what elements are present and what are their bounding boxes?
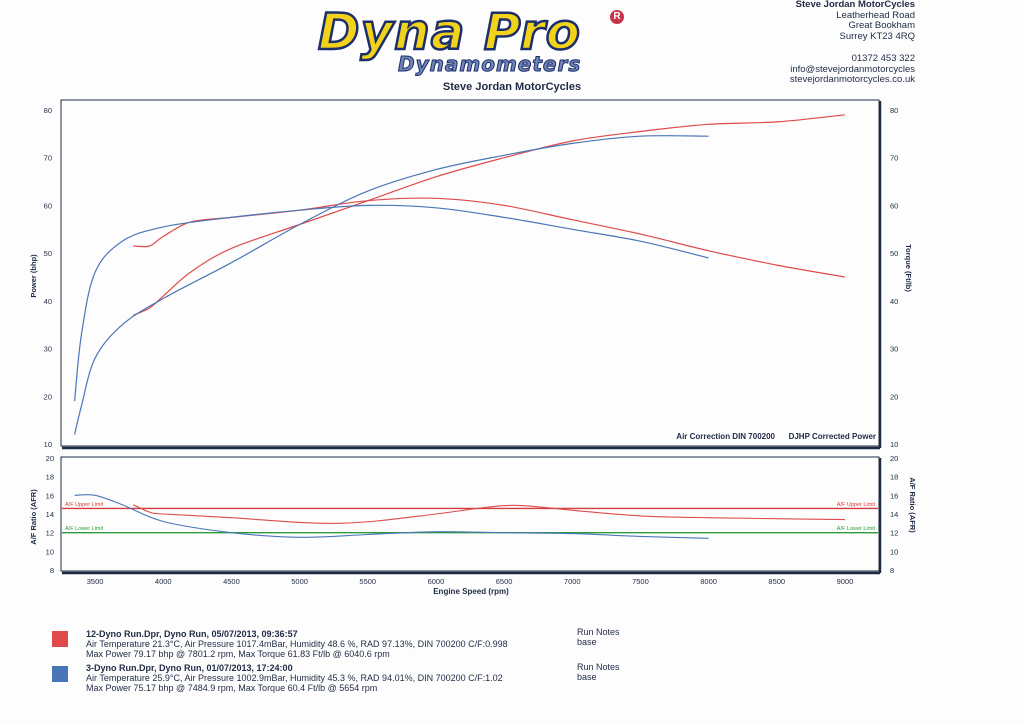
afr-right-y-tick-10: 10	[890, 547, 898, 556]
afr-right-y-tick-18: 18	[890, 473, 898, 482]
torque-y-tick-20: 20	[890, 392, 898, 401]
power-y-tick-80: 80	[44, 106, 52, 115]
page-subtitle: Steve Jordan MotorCycles	[442, 81, 582, 93]
afr-lower-limit-label-right: A/F Lower Limit	[837, 526, 876, 532]
afr-panel	[60, 456, 880, 572]
run2-notes: Run Notes base	[577, 662, 620, 682]
afr-right-y-tick-12: 12	[890, 529, 898, 538]
torque-y-tick-30: 30	[890, 345, 898, 354]
run1-notes-value: base	[577, 637, 597, 647]
torque-y-tick-40: 40	[890, 297, 898, 306]
afr-y-tick-12: 12	[46, 529, 54, 538]
afr-axis-label: A/F Ratio (AFR)	[29, 489, 38, 545]
run2-notes-value: base	[577, 672, 597, 682]
afr-right-y-tick-14: 14	[890, 510, 898, 519]
registered-mark-icon: R	[610, 10, 624, 24]
series-run3-afr-line	[74, 494, 709, 539]
afr-y-tick-14: 14	[46, 510, 54, 519]
series-run12-torque-line	[133, 197, 846, 278]
x-tick-4500: 4500	[223, 577, 240, 586]
x-tick-8500: 8500	[768, 577, 785, 586]
power-y-tick-70: 70	[44, 154, 52, 163]
run2-legend-swatch	[52, 666, 68, 682]
run2-max-values: Max Power 75.17 bhp @ 7484.9 rpm, Max To…	[86, 683, 378, 693]
series-run3-power-line	[74, 135, 709, 435]
afr-y-tick-8: 8	[50, 566, 54, 575]
power-y-ticks: 10 20 30 40 50 60 70 80	[44, 106, 52, 449]
series-run12-afr-line	[133, 504, 845, 524]
afr-y-tick-10: 10	[46, 547, 54, 556]
dynapro-logo: Dyna Pro R Dynamometers	[310, 3, 640, 84]
run1-legend-text: 12-Dyno Run.Dpr, Dyno Run, 05/07/2013, 0…	[86, 629, 508, 659]
x-tick-5000: 5000	[291, 577, 308, 586]
run1-max-values: Max Power 79.17 bhp @ 7801.2 rpm, Max To…	[86, 649, 390, 659]
power-y-tick-40: 40	[44, 297, 52, 306]
series-run3-torque-line	[74, 204, 709, 402]
engine-speed-x-ticks: 3500 4000 4500 5000 5500 6000 6500 7000 7500 8000…	[87, 577, 854, 586]
torque-y-tick-70: 70	[890, 154, 898, 163]
afr-y-tick-16: 16	[46, 491, 54, 500]
logo-main-text: Dyna Pro	[317, 3, 581, 62]
afr-right-y-tick-8: 8	[890, 566, 894, 575]
torque-y-ticks: 10 20 30 40 50 60 70 80	[890, 106, 898, 449]
afr-upper-limit-label-left: A/F Upper Limit	[65, 502, 104, 508]
address-line2: Great Bookham	[848, 20, 915, 31]
power-y-tick-30: 30	[44, 345, 52, 354]
power-y-tick-60: 60	[44, 201, 52, 210]
afr-lower-limit-label-left: A/F Lower Limit	[65, 526, 104, 532]
address-phone: 01372 453 322	[851, 53, 915, 64]
x-tick-8000: 8000	[700, 577, 717, 586]
x-tick-7500: 7500	[632, 577, 649, 586]
torque-axis-label: Torque (Ft/lb)	[904, 244, 913, 292]
run1-notes: Run Notes base	[577, 627, 620, 647]
run1-notes-label: Run Notes	[577, 627, 620, 637]
run2-title: 3-Dyno Run.Dpr, Dyno Run, 01/07/2013, 17…	[86, 663, 293, 673]
run2-legend-text: 3-Dyno Run.Dpr, Dyno Run, 01/07/2013, 17…	[86, 663, 503, 693]
afr-right-y-tick-20: 20	[890, 454, 898, 463]
series-run12-power-line	[133, 114, 845, 316]
x-tick-7000: 7000	[564, 577, 581, 586]
power-torque-panel	[60, 99, 880, 447]
afr-series	[74, 494, 845, 539]
power-y-tick-20: 20	[44, 392, 52, 401]
power-y-tick-10: 10	[44, 440, 52, 449]
afr-limit-lines: A/F Upper Limit A/F Upper Limit A/F Lower …	[62, 502, 878, 534]
x-tick-5500: 5500	[359, 577, 376, 586]
torque-y-tick-80: 80	[890, 106, 898, 115]
power-y-tick-50: 50	[44, 249, 52, 258]
run2-conditions: Air Temperature 25.9°C, Air Pressure 100…	[86, 673, 503, 683]
afr-y-tick-18: 18	[46, 473, 54, 482]
company-address: Steve Jordan MotorCycles Leatherhead Roa…	[790, 0, 915, 86]
afr-upper-limit-label-right: A/F Upper Limit	[837, 502, 876, 508]
torque-y-tick-50: 50	[890, 249, 898, 258]
afr-y-tick-20: 20	[46, 454, 54, 463]
x-tick-6500: 6500	[496, 577, 513, 586]
afr-y-ticks: 8 10 12 14 16 18 20	[46, 454, 54, 575]
address-line1: Leatherhead Road	[836, 9, 915, 21]
afr-right-y-ticks: 8 10 12 14 16 18 20	[890, 454, 898, 575]
power-axis-label: Power (bhp)	[29, 254, 38, 298]
afr-right-axis-label: A/F Ratio (AFR)	[908, 477, 917, 533]
afr-right-y-tick-16: 16	[890, 491, 898, 500]
address-company: Steve Jordan MotorCycles	[795, 0, 915, 10]
djhp-annotation: DJHP Corrected Power	[789, 432, 876, 441]
run1-conditions: Air Temperature 21.3°C, Air Pressure 101…	[86, 639, 508, 649]
x-tick-3500: 3500	[87, 577, 104, 586]
air-correction-annotation: Air Correction DIN 700200	[676, 432, 775, 441]
engine-speed-axis-label: Engine Speed (rpm)	[433, 587, 509, 596]
torque-y-tick-60: 60	[890, 201, 898, 210]
run1-legend-swatch	[52, 631, 68, 647]
x-tick-9000: 9000	[837, 577, 854, 586]
address-email: info@stevejordanmotorcycles	[790, 63, 915, 75]
torque-y-tick-10: 10	[890, 440, 898, 449]
run2-notes-label: Run Notes	[577, 662, 620, 672]
address-line3: Surrey KT23 4RQ	[839, 30, 916, 42]
x-tick-4000: 4000	[155, 577, 172, 586]
logo-sub-text: Dynamometers	[397, 52, 582, 77]
address-web: stevejordanmotorcycles.co.uk	[789, 74, 915, 85]
run1-title: 12-Dyno Run.Dpr, Dyno Run, 05/07/2013, 0…	[86, 629, 298, 639]
power-torque-series	[74, 114, 846, 435]
x-tick-6000: 6000	[428, 577, 445, 586]
